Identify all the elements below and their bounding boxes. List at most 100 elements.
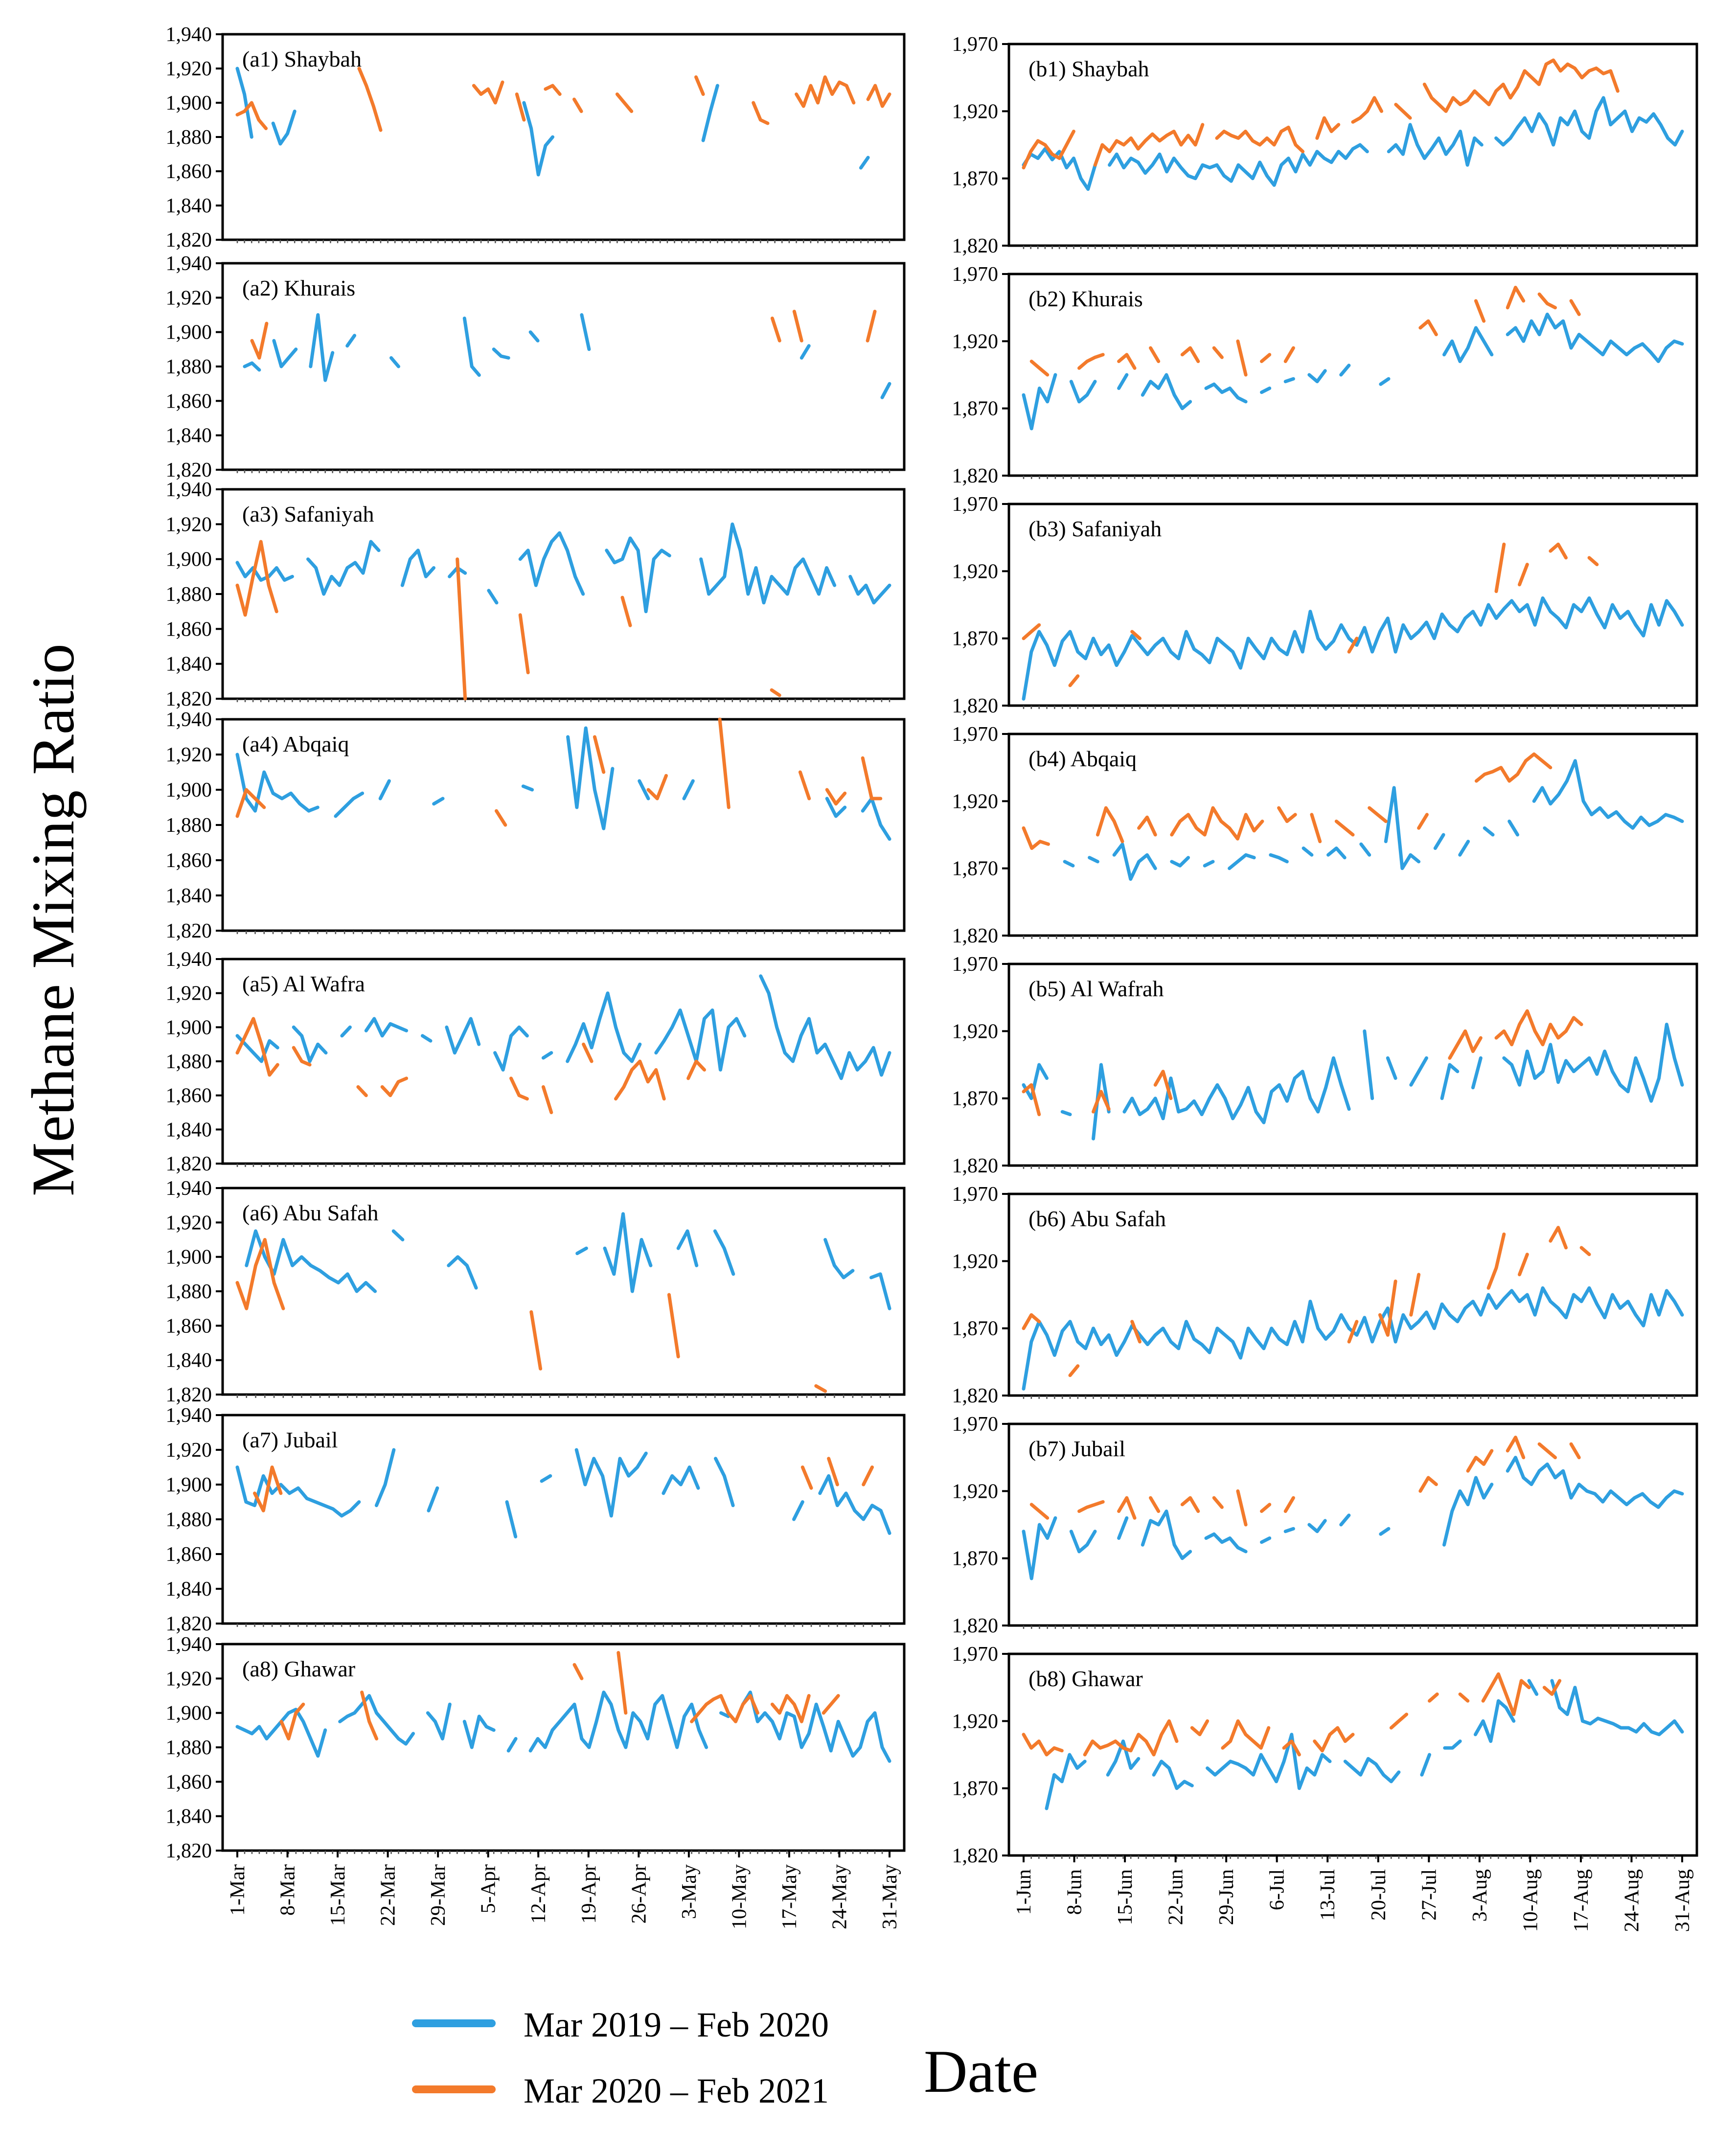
series-line-segment	[1022, 1063, 1049, 1100]
series-line-segment	[1068, 1364, 1080, 1377]
x-tick-label: 29-Jun	[1215, 1869, 1238, 1925]
series-line-segment	[378, 779, 391, 801]
panel-title: (a6) Abu Safah	[242, 1200, 378, 1225]
y-tick-label: 1,940	[166, 479, 212, 501]
series-line-segment	[1307, 369, 1327, 384]
series-line-segment	[1442, 1476, 1494, 1547]
series-line-segment	[1029, 1503, 1050, 1520]
series-line-segment	[1428, 1692, 1439, 1703]
x-tick-label: 24-Aug	[1621, 1869, 1643, 1932]
series-line-segment	[1022, 130, 1075, 170]
panel-title: (a5) Al Wafra	[242, 971, 365, 996]
series-line-segment	[1433, 833, 1445, 850]
series-line-segment	[1448, 1029, 1483, 1060]
y-tick-label: 1,860	[166, 1085, 212, 1107]
series-line-segment	[1363, 1029, 1374, 1100]
series-line-segment	[814, 1384, 827, 1393]
series-line-segment	[528, 1691, 708, 1753]
series-line-segment	[250, 321, 269, 360]
panel-a6-abu-safah: 1,820 1,840 1,860 1,880 1,900 1,920 1,940 (a6) …	[166, 1177, 906, 1406]
y-tick-label: 1,840	[166, 885, 212, 907]
series-line-segment	[1506, 1436, 1526, 1460]
series-line-segment	[1422, 58, 1620, 113]
y-tick-label: 1,840	[166, 653, 212, 676]
series-2019	[1022, 1286, 1684, 1391]
x-tick-label: 10-May	[728, 1864, 751, 1929]
x-tick-label: 17-Aug	[1570, 1869, 1593, 1932]
x-tick-label: 22-Mar	[377, 1864, 400, 1926]
series-line-segment	[792, 1500, 804, 1521]
series-line-segment	[861, 797, 891, 841]
y-tick-label: 1,840	[166, 195, 212, 217]
series-line-segment	[880, 382, 891, 399]
series-line-segment	[690, 1694, 759, 1723]
series-line-segment	[271, 110, 297, 146]
series-line-segment	[1029, 360, 1050, 377]
y-tick-label: 1,900	[166, 1246, 212, 1269]
x-tick-label: 10-Aug	[1519, 1869, 1542, 1932]
series-line-segment	[866, 310, 877, 343]
y-tick-label: 1,880	[166, 1737, 212, 1759]
x-tick-label: 31-Aug	[1671, 1869, 1694, 1932]
y-tick-label: 1,900	[166, 92, 212, 114]
series-line-segment	[235, 1034, 279, 1063]
y-tick-label: 1,940	[166, 252, 212, 275]
series-line-segment	[1215, 125, 1305, 154]
series-2019	[1022, 1023, 1684, 1141]
series-line-segment	[1313, 1726, 1355, 1753]
series-line-segment	[566, 726, 615, 830]
series-line-segment	[1092, 1063, 1111, 1141]
panel-b5-al-wafrah: 1,820 1,870 1,920 1,970 (b5) Al Wafrah	[952, 953, 1698, 1177]
series-line-segment	[521, 784, 534, 792]
series-line-segment	[235, 1708, 327, 1758]
y-tick-label: 1,870	[952, 1088, 999, 1110]
y-tick-label: 1,860	[166, 1315, 212, 1337]
series-line-segment	[528, 330, 540, 343]
series-line-segment	[1458, 840, 1470, 857]
x-tick-label: 15-Mar	[327, 1864, 349, 1926]
series-line-segment	[1149, 1496, 1161, 1513]
series-2019	[235, 974, 891, 1080]
series-line-segment	[1518, 563, 1529, 587]
y-tick-label: 1,880	[166, 1051, 212, 1073]
series-line-segment	[1260, 353, 1272, 363]
series-line-segment	[1149, 346, 1161, 363]
y-tick-label: 1,940	[166, 1177, 212, 1200]
y-tick-label: 1,940	[166, 23, 212, 46]
series-line-segment	[795, 75, 856, 108]
y-tick-label: 1,820	[166, 459, 212, 481]
panel-a3-safaniyah: 1,820 1,840 1,860 1,880 1,900 1,920 1,940 (a3) …	[166, 479, 906, 710]
series-line-segment	[1106, 1740, 1141, 1777]
y-tick-label: 1,870	[952, 168, 999, 190]
panel-b1-shaybah: 1,820 1,870 1,920 1,970 (b1) Shaybah	[952, 33, 1698, 257]
series-line-segment	[426, 1702, 452, 1740]
series-line-segment	[1579, 1246, 1591, 1257]
series-2020	[235, 540, 781, 701]
series-line-segment	[620, 595, 632, 627]
y-tick-label: 1,820	[952, 695, 999, 717]
series-line-segment	[272, 339, 298, 368]
series-line-segment	[1083, 1719, 1179, 1757]
series-line-segment	[822, 1694, 840, 1715]
series-line-segment	[529, 1310, 543, 1371]
y-tick-label: 1,820	[952, 925, 999, 947]
series-line-segment	[445, 1017, 481, 1055]
series-line-segment	[667, 1293, 680, 1359]
series-line-segment	[1137, 815, 1157, 837]
series-line-segment	[1283, 377, 1295, 384]
series-line-segment	[572, 97, 583, 113]
series-line-segment	[360, 1691, 379, 1740]
y-tick-label: 1,920	[166, 287, 212, 309]
series-line-segment	[518, 613, 530, 674]
y-tick-label: 1,970	[952, 493, 999, 516]
y-tick-label: 1,940	[166, 1633, 212, 1656]
series-line-segment	[866, 84, 891, 108]
series-line-segment	[1394, 103, 1412, 120]
series-line-segment	[682, 779, 695, 801]
series-line-segment	[1389, 1713, 1409, 1730]
series-line-segment	[676, 1229, 699, 1267]
y-tick-label: 1,870	[952, 628, 999, 650]
series-line-segment	[1569, 1442, 1581, 1460]
series-line-segment	[541, 1085, 553, 1114]
series-line-segment	[1486, 1232, 1506, 1290]
